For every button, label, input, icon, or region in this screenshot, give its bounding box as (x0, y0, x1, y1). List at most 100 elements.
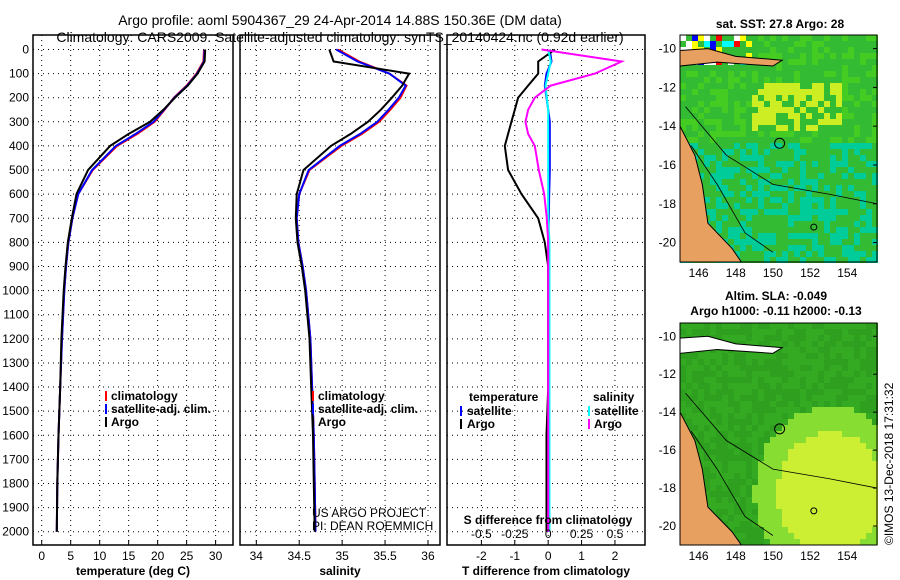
map-cell (758, 377, 764, 383)
map-cell (830, 227, 836, 233)
x-axis-label: salinity (319, 564, 361, 578)
map-cell (824, 425, 830, 431)
map-cell (776, 143, 782, 149)
map-cell (752, 329, 758, 335)
map-cell (776, 425, 782, 431)
map-cell (794, 59, 800, 65)
map-cell (758, 101, 764, 107)
map-cell (842, 425, 848, 431)
map-cell (872, 401, 878, 407)
map-cell (770, 83, 776, 89)
map-cell (704, 209, 710, 215)
map-cell (836, 323, 842, 329)
map-cell (746, 221, 752, 227)
map-cell (710, 371, 716, 377)
map-cell (716, 425, 722, 431)
map-cell (764, 389, 770, 395)
map-cell (776, 455, 782, 461)
map-cell (704, 185, 710, 191)
map-cell (704, 371, 710, 377)
map-cell (830, 341, 836, 347)
map-cell (746, 473, 752, 479)
map-cell (746, 191, 752, 197)
map-cell (794, 443, 800, 449)
map-cell (854, 257, 860, 263)
map-cell (824, 491, 830, 497)
map-cell (722, 167, 728, 173)
map-cell (710, 329, 716, 335)
map-cell (734, 491, 740, 497)
map-cell (752, 377, 758, 383)
map-cell (710, 185, 716, 191)
map-cell (854, 107, 860, 113)
bathymetry-contour (685, 106, 878, 205)
map-cell (848, 173, 854, 179)
map-cell (722, 389, 728, 395)
map-cell (848, 431, 854, 437)
map-cell (710, 491, 716, 497)
map-cell (842, 497, 848, 503)
map-cell (872, 491, 878, 497)
map-cell (692, 71, 698, 77)
map-cell (776, 365, 782, 371)
map-cell (758, 389, 764, 395)
map-cell (872, 107, 878, 113)
map-cell (806, 53, 812, 59)
map-cell (854, 47, 860, 53)
map-cell (788, 197, 794, 203)
map-cell (830, 143, 836, 149)
map-cell (788, 461, 794, 467)
map-cell (800, 197, 806, 203)
map-cell (824, 533, 830, 539)
map-cell (776, 173, 782, 179)
map-cell (758, 521, 764, 527)
map-cell (710, 377, 716, 383)
map-cell (800, 257, 806, 263)
map-cell (716, 479, 722, 485)
map-cell (728, 215, 734, 221)
map-cell (776, 479, 782, 485)
map-cell (740, 191, 746, 197)
map-cell (734, 65, 740, 71)
map-cell (788, 107, 794, 113)
map-cell (752, 203, 758, 209)
difference-panel: -2 -1 0 1 2T difference from climatologytemp… (446, 34, 646, 578)
map-cell (770, 323, 776, 329)
map-cell (692, 119, 698, 125)
map-cell (788, 377, 794, 383)
map-cell (782, 341, 788, 347)
map-cell (818, 161, 824, 167)
map-cell (710, 365, 716, 371)
map-cell (842, 251, 848, 257)
map-cell (824, 119, 830, 125)
map-cell (782, 35, 788, 41)
map-cell (680, 407, 686, 413)
map-cell (824, 167, 830, 173)
map-cell (812, 113, 818, 119)
map-cell (740, 137, 746, 143)
map-cell (782, 467, 788, 473)
map-cell (794, 107, 800, 113)
map-cell (812, 53, 818, 59)
map-cell (758, 245, 764, 251)
map-cell (836, 419, 842, 425)
map-cell (866, 461, 872, 467)
map-cell (794, 131, 800, 137)
map-cell (860, 233, 866, 239)
map-cell (788, 209, 794, 215)
map-cell (716, 77, 722, 83)
map-cell (740, 83, 746, 89)
map-cell (854, 173, 860, 179)
map-cell (782, 179, 788, 185)
map-cell (800, 131, 806, 137)
map-cell (860, 137, 866, 143)
map-cell (812, 149, 818, 155)
map-cell (782, 131, 788, 137)
map-cell (830, 383, 836, 389)
map-cell (836, 239, 842, 245)
map-cell (824, 107, 830, 113)
map-cell (746, 251, 752, 257)
map-cell (836, 377, 842, 383)
map-cell (764, 215, 770, 221)
map-cell (806, 353, 812, 359)
